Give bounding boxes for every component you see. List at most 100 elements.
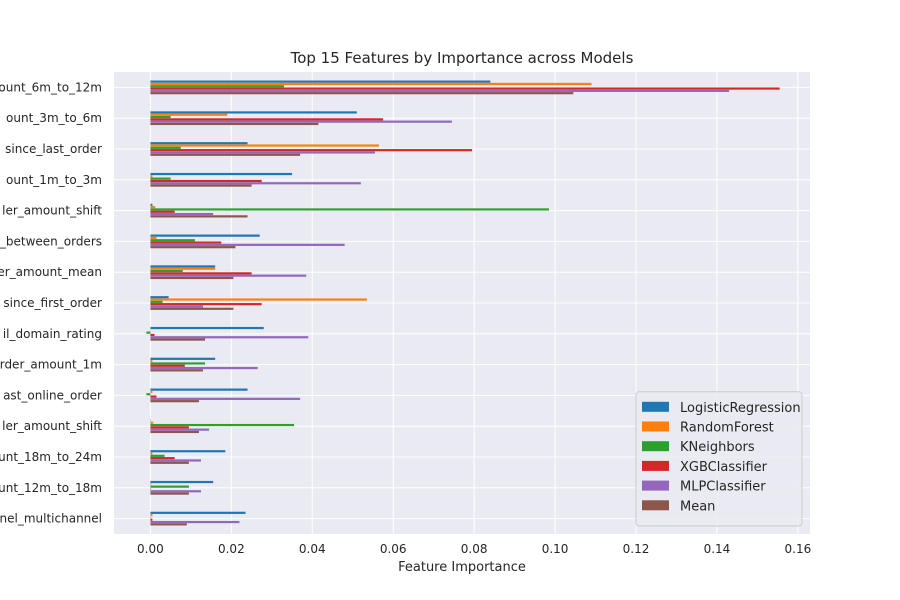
bar-mlpclassifier [150,182,361,185]
bar-xgbclassifier [150,333,155,337]
bar-logisticregression [150,480,214,484]
bar-xgbclassifier [150,518,153,521]
bar-mean [150,92,574,95]
bar-logisticregression [150,511,246,514]
bar-mlpclassifier [150,366,258,370]
bar-mlpclassifier [150,212,214,216]
bar-randomforest [150,206,156,209]
y-tick-label: ast_online_order [3,388,102,402]
bar-kneighbors [150,208,549,211]
bar-mlpclassifier [150,459,201,462]
y-tick-label: ler_amount_shift [2,419,102,433]
bar-kneighbors [146,331,151,334]
bar-logisticregression [150,172,293,176]
bar-mlpclassifier [150,428,210,431]
bar-mean [150,215,248,218]
bar-kneighbors [146,393,151,396]
bar-logisticregression [150,203,153,206]
bar-logisticregression [150,296,169,299]
legend-swatch-xgbclassifier [642,460,669,471]
x-tick-label: 0.02 [218,542,245,556]
bar-mlpclassifier [150,490,201,493]
legend-swatch-randomforest [642,421,669,432]
bar-randomforest [150,298,367,301]
bar-xgbclassifier [150,210,175,213]
bar-logisticregression [150,142,248,145]
bar-mean [150,246,236,249]
y-tick-label: ount_6m_to_12m [0,80,102,94]
bar-logisticregression [150,80,491,83]
bar-xgbclassifier [150,179,262,183]
bar-xgbclassifier [150,272,252,275]
legend-swatch-logisticregression [642,401,669,412]
bar-mlpclassifier [150,520,240,524]
bar-mlpclassifier [150,243,345,246]
legend-swatch-kneighbors [642,441,669,452]
bar-randomforest [150,421,154,424]
bar-logisticregression [150,326,264,330]
bar-xgbclassifier [150,426,189,429]
bar-randomforest [150,390,153,394]
legend-label: KNeighbors [680,440,755,455]
y-tick-label: il_domain_rating [3,327,102,341]
chart-title: Top 15 Features by Importance across Mod… [290,49,634,67]
x-tick-label: 0.10 [542,542,569,556]
y-tick-label: ount_3m_to_6m [6,111,102,125]
bar-randomforest [150,144,380,147]
legend-swatch-mean [642,500,669,511]
bar-xgbclassifier [150,303,262,306]
bar-randomforest [150,452,153,455]
bar-kneighbors [150,146,181,149]
bars [146,80,780,526]
bar-mean [150,338,206,341]
bar-mean [150,153,301,156]
x-tick-label: 0.00 [137,542,164,556]
bar-randomforest [150,82,592,86]
bar-mlpclassifier [150,151,375,154]
bar-kneighbors [150,454,165,457]
x-tick-label: 0.08 [461,542,488,556]
bar-xgbclassifier [150,118,384,121]
bar-mlpclassifier [150,120,452,123]
y-tick-labels: ount_6m_to_12m ount_3m_to_6m since_last_or… [0,80,102,525]
x-axis-label: Feature Importance [398,560,526,575]
y-tick-label: nel_multichannel [0,512,102,526]
bar-logisticregression [150,111,357,114]
bar-kneighbors [150,300,163,303]
bar-logisticregression [150,450,226,453]
bar-kneighbors [150,423,295,427]
x-tick-label: 0.06 [380,542,407,556]
bar-kneighbors [150,269,183,273]
bar-mlpclassifier [150,397,301,400]
y-tick-label: unt_12m_to_18m [0,481,102,495]
bar-mlpclassifier [150,274,307,277]
x-tick-label: 0.04 [299,542,326,556]
bar-randomforest [150,267,216,270]
bar-mlpclassifier [150,336,309,339]
bar-xgbclassifier [150,87,780,90]
legend-label: XGBClassifier [680,460,768,475]
legend-box [635,391,803,527]
legend-label: RandomForest [680,421,774,436]
bar-logisticregression [150,388,248,391]
bar-randomforest [150,236,157,240]
bar-xgbclassifier [150,149,473,152]
bar-kneighbors [150,177,171,180]
x-tick-labels: 0.00 0.02 0.04 0.06 0.08 0.10 0.12 0.14 0.16 [137,542,811,556]
bar-mean [150,122,319,126]
bar-mean [150,369,204,372]
bar-kneighbors [150,362,206,365]
x-tick-label: 0.12 [623,542,650,556]
y-tick-label: ount_1m_to_3m [6,173,102,187]
legend: LogisticRegression RandomForest KNeighbors… [635,391,803,527]
bar-mlpclassifier [150,305,204,308]
bar-mean [150,430,199,434]
y-tick-label: since_last_order [5,142,102,156]
bar-xgbclassifier [150,364,185,367]
bar-mean [150,400,199,403]
legend-swatch-mlpclassifier [642,480,669,491]
bar-kneighbors [150,115,171,119]
y-tick-label: since_first_order [3,296,102,310]
bar-logisticregression [150,234,260,237]
